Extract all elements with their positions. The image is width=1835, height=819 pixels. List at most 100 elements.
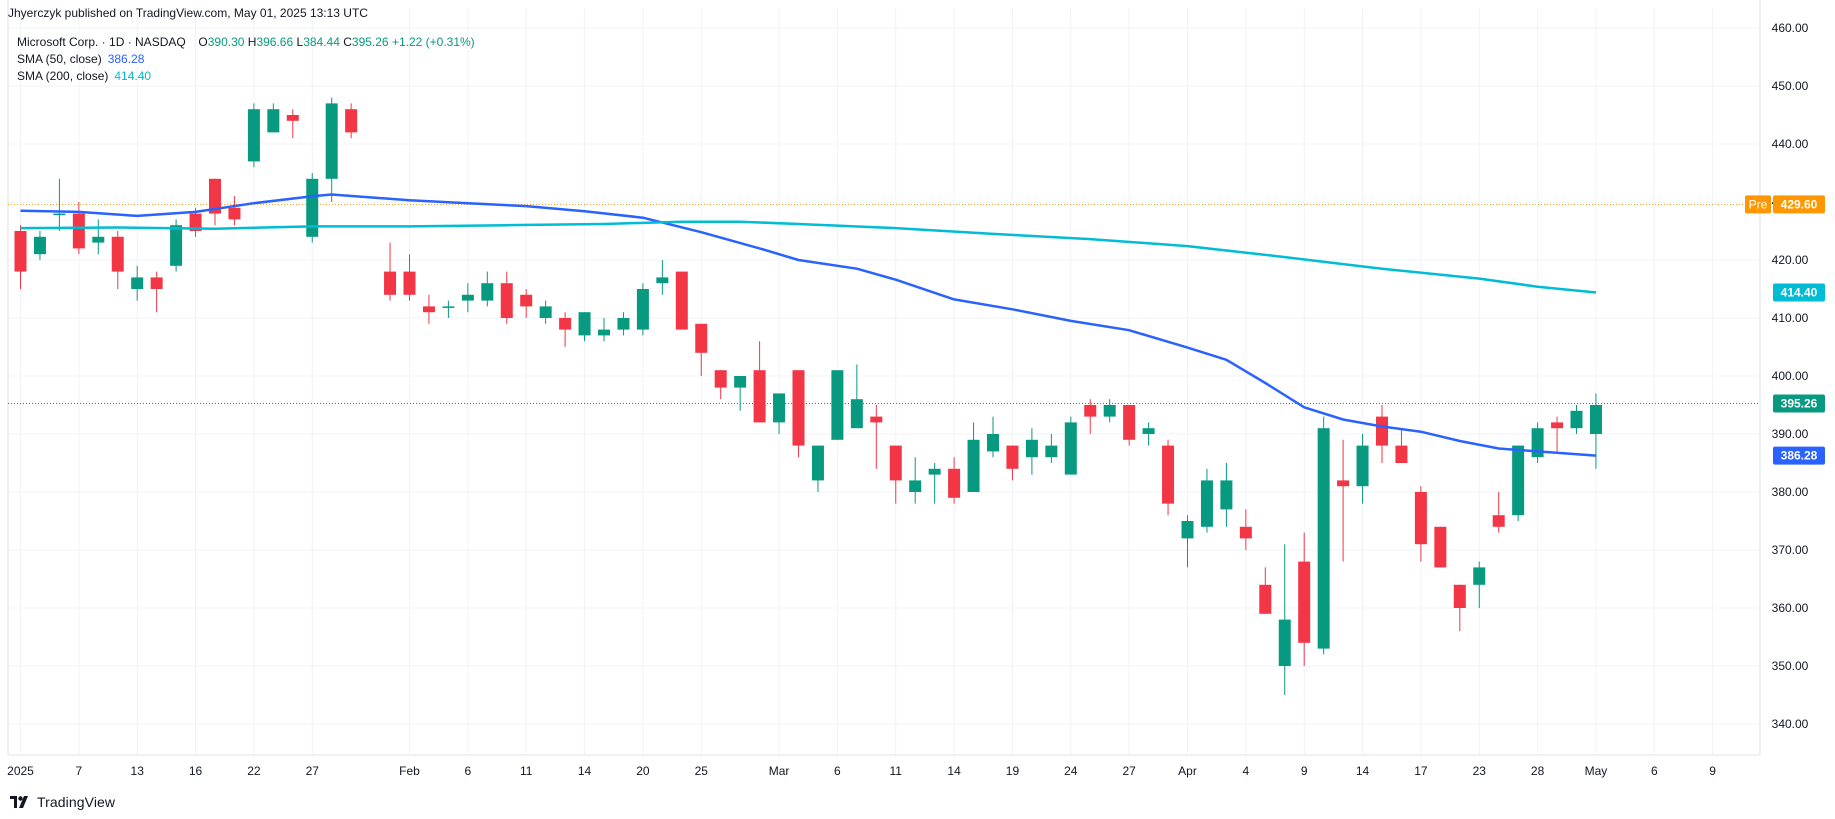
candle-body-down	[520, 294, 533, 307]
candle-body-up	[1473, 567, 1486, 585]
candle-body-up	[170, 225, 183, 266]
sma200-price-text: 414.40	[1781, 285, 1818, 299]
open-label: O	[198, 35, 208, 49]
x-tick-label: Apr	[1178, 764, 1197, 778]
candle-body-down	[384, 271, 397, 295]
x-tick-label: 6	[1651, 764, 1658, 778]
candle-body-up	[1278, 619, 1291, 666]
candle-body-up	[1512, 445, 1525, 516]
close-value: 395.26	[351, 35, 389, 49]
x-tick-label: 6	[834, 764, 841, 778]
x-tick-label: 20	[636, 764, 650, 778]
candle-body-down	[695, 323, 708, 353]
candle-body-up	[131, 277, 144, 289]
premarket-prefix-text: Pre	[1749, 197, 1768, 211]
x-tick-label: 16	[189, 764, 203, 778]
chart-legend: Microsoft Corp. · 1D · NASDAQ O390.30 H3…	[17, 34, 475, 85]
sma200-price-tag	[1773, 283, 1825, 302]
candle-body-up	[636, 289, 649, 330]
symbol-row[interactable]: Microsoft Corp. · 1D · NASDAQ O390.30 H3…	[17, 34, 475, 51]
candle-body-down	[1337, 480, 1350, 487]
y-tick-label: 370.00	[1772, 543, 1809, 557]
sma50-row[interactable]: SMA (50, close) 386.28	[17, 51, 475, 68]
publisher-line: Jhyerczyk published on TradingView.com, …	[8, 6, 368, 20]
candle-body-up	[734, 376, 747, 388]
candle-body-down	[1395, 445, 1408, 463]
premarket-price-text: 429.60	[1781, 197, 1818, 211]
candle-body-down	[1434, 526, 1447, 568]
x-tick-label: Feb	[399, 764, 420, 778]
candle-body-up	[1317, 428, 1330, 649]
premarket-prefix-tag	[1745, 195, 1771, 214]
candle-body-up	[928, 468, 941, 475]
candle-body-down	[500, 283, 513, 318]
candle-body-up	[578, 312, 591, 336]
candle-body-down	[1414, 492, 1427, 545]
x-tick-label: 27	[306, 764, 320, 778]
sma50-value: 386.28	[107, 52, 145, 66]
y-tick-label: 360.00	[1772, 601, 1809, 615]
premarket-price-tag	[1773, 195, 1825, 214]
x-tick-label: 22	[247, 764, 261, 778]
candle-body-down	[286, 115, 299, 121]
x-tick-label: 7	[76, 764, 83, 778]
candle-body-up	[539, 306, 552, 318]
x-tick-label: 24	[1064, 764, 1078, 778]
candle-body-up	[598, 329, 610, 336]
candle-body-up	[33, 236, 46, 255]
x-tick-label: 11	[520, 764, 533, 778]
candle-body-up	[1025, 439, 1038, 458]
low-label: L	[296, 35, 304, 49]
x-tick-label: 14	[578, 764, 592, 778]
candle-body-down	[209, 178, 221, 214]
candle-body-down	[228, 207, 241, 220]
candle-body-down	[1239, 526, 1252, 539]
tradingview-logo-icon	[10, 796, 28, 808]
candle-body-up	[987, 434, 999, 452]
candle-body-up	[1589, 405, 1602, 434]
change-value: +1.22 (+0.31%)	[391, 35, 475, 49]
candle-body-down	[1006, 445, 1019, 469]
sma50-line	[20, 193, 1597, 457]
candle-body-up	[1064, 422, 1077, 475]
x-tick-label: 25	[695, 764, 709, 778]
candle-body-up	[481, 283, 494, 301]
x-tick-label: 11	[890, 764, 903, 778]
candle-body-down	[14, 231, 27, 272]
candle-body-down	[422, 306, 435, 313]
candle-body-up	[1181, 521, 1194, 539]
sma200-row[interactable]: SMA (200, close) 414.40	[17, 68, 475, 85]
candle-body-up	[1356, 445, 1369, 487]
low-value: 384.44	[303, 35, 340, 49]
candle-body-up	[461, 294, 474, 301]
candle-body-up	[325, 103, 338, 179]
candle-body-down	[1259, 584, 1272, 614]
x-tick-label: May	[1585, 764, 1608, 778]
candle-body-up	[909, 480, 922, 492]
x-tick-label: 27	[1122, 764, 1136, 778]
sma50-price-tag	[1773, 446, 1825, 465]
x-tick-label: 13	[131, 764, 145, 778]
candle-body-up	[247, 109, 260, 162]
candle-body-down	[889, 445, 902, 481]
y-tick-label: 460.00	[1772, 21, 1809, 35]
x-tick-label: Mar	[769, 764, 790, 778]
candle-body-up	[1570, 410, 1583, 429]
candle-body-up	[617, 318, 630, 330]
last-price-price-text: 395.26	[1781, 396, 1818, 410]
tradingview-brand[interactable]: TradingView	[10, 794, 115, 810]
candle-body-up	[1103, 405, 1116, 417]
candle-body-up	[1142, 428, 1155, 434]
candle-body-up	[1200, 480, 1213, 527]
candle-body-up	[967, 439, 980, 492]
candle-body-down	[948, 468, 961, 498]
candle-body-up	[850, 399, 863, 429]
high-label: H	[247, 35, 257, 49]
candle-body-down	[1298, 561, 1311, 643]
candle-body-down	[870, 416, 883, 423]
sma200-line	[20, 220, 1597, 294]
candle-body-down	[753, 370, 766, 423]
x-tick-label: 9	[1301, 764, 1308, 778]
